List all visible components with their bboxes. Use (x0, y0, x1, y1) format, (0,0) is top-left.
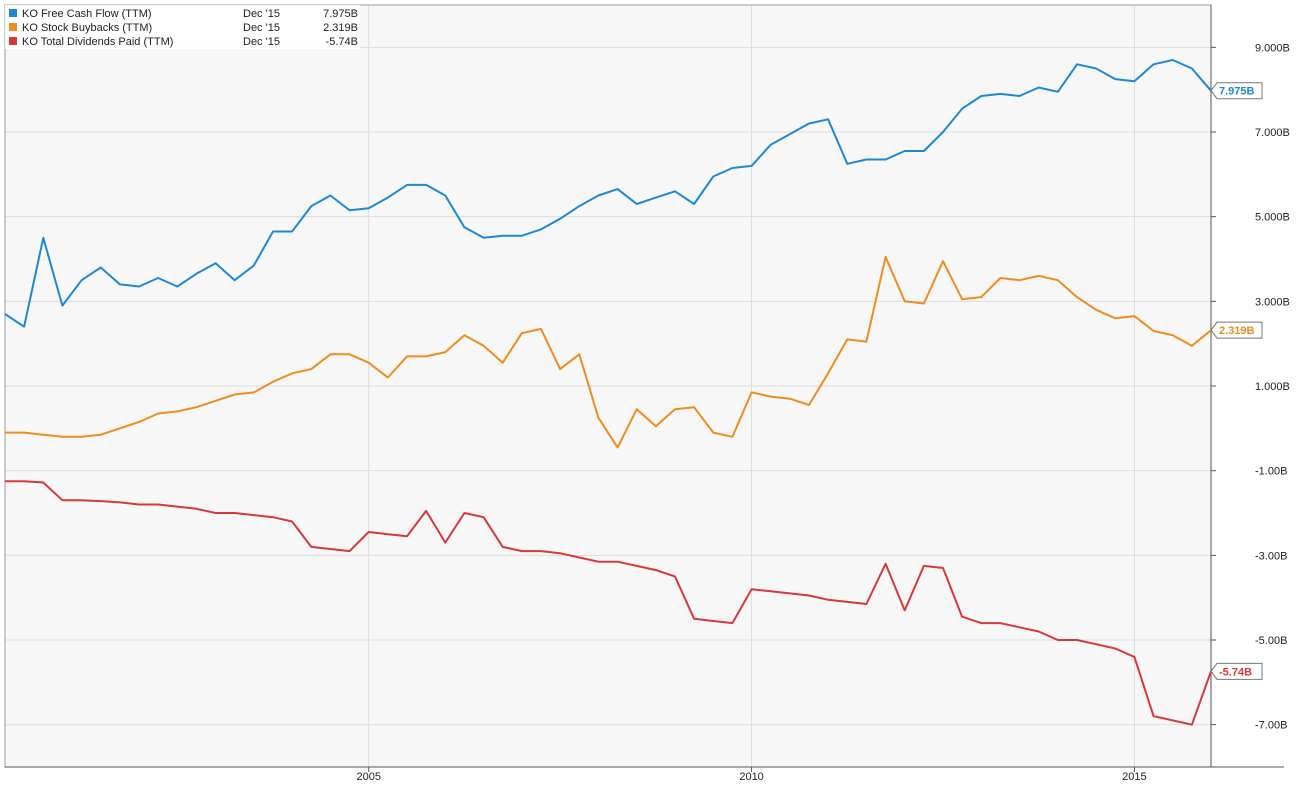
series-line-1 (5, 255, 1212, 449)
legend-value: 7.975B (323, 8, 358, 20)
y-tick-label: 3.000B (1255, 296, 1290, 308)
y-tick-label: -7.00B (1255, 720, 1287, 732)
x-tick-label: 2010 (739, 771, 763, 783)
end-label-2: -5.74B (1210, 662, 1263, 680)
x-axis: 2005 2010 2015 (356, 767, 1147, 783)
end-label-text: 7.975B (1219, 86, 1255, 98)
y-tick-label: -5.00B (1255, 635, 1287, 647)
legend: KO Free Cash Flow (TTM) Dec '15 7.975B KO S… (5, 5, 360, 49)
y-tick-label: 1.000B (1255, 381, 1290, 393)
series-line-0 (4, 59, 1212, 328)
legend-value: 2.319B (323, 22, 358, 34)
series-lines (4, 59, 1212, 726)
legend-swatch (9, 9, 17, 17)
end-labels: 7.975B 2.319B -5.74B (1210, 82, 1263, 680)
legend-series-name: KO Total Dividends Paid (TTM) (22, 36, 173, 48)
legend-swatch (9, 23, 17, 31)
y-tick-label: 9.000B (1255, 42, 1290, 54)
end-label-1: 2.319B (1210, 321, 1263, 339)
legend-background (5, 5, 360, 49)
legend-date: Dec '15 (243, 22, 280, 34)
legend-item-1: KO Stock Buybacks (TTM) Dec '15 2.319B (9, 22, 358, 34)
legend-item-0: KO Free Cash Flow (TTM) Dec '15 7.975B (9, 8, 358, 20)
legend-date: Dec '15 (243, 36, 280, 48)
y-tick-label: 5.000B (1255, 212, 1290, 224)
legend-date: Dec '15 (243, 8, 280, 20)
y-tick-label: 7.000B (1255, 127, 1290, 139)
end-label-box (1210, 321, 1263, 339)
end-label-text: -5.74B (1219, 666, 1252, 678)
x-tick-label: 2015 (1122, 771, 1146, 783)
end-label-box (1210, 82, 1263, 100)
y-gridlines (5, 46, 1211, 726)
y-tick-label: -1.00B (1255, 466, 1287, 478)
x-tick-label: 2005 (356, 771, 380, 783)
legend-series-name: KO Stock Buybacks (TTM) (22, 22, 152, 34)
series-line-2 (5, 480, 1212, 726)
y-tick-label: -3.00B (1255, 550, 1287, 562)
legend-item-2: KO Total Dividends Paid (TTM) Dec '15 -5.7… (9, 36, 358, 48)
end-label-text: 2.319B (1219, 325, 1255, 337)
legend-value: -5.74B (326, 36, 358, 48)
end-label-0: 7.975B (1210, 82, 1263, 100)
y-axis: 9.000B 7.000B 5.000B 3.000B 1.000B -1.00B -3.0… (1211, 42, 1290, 732)
legend-series-name: KO Free Cash Flow (TTM) (22, 8, 152, 20)
legend-swatch (9, 37, 17, 45)
end-label-box (1210, 662, 1263, 680)
